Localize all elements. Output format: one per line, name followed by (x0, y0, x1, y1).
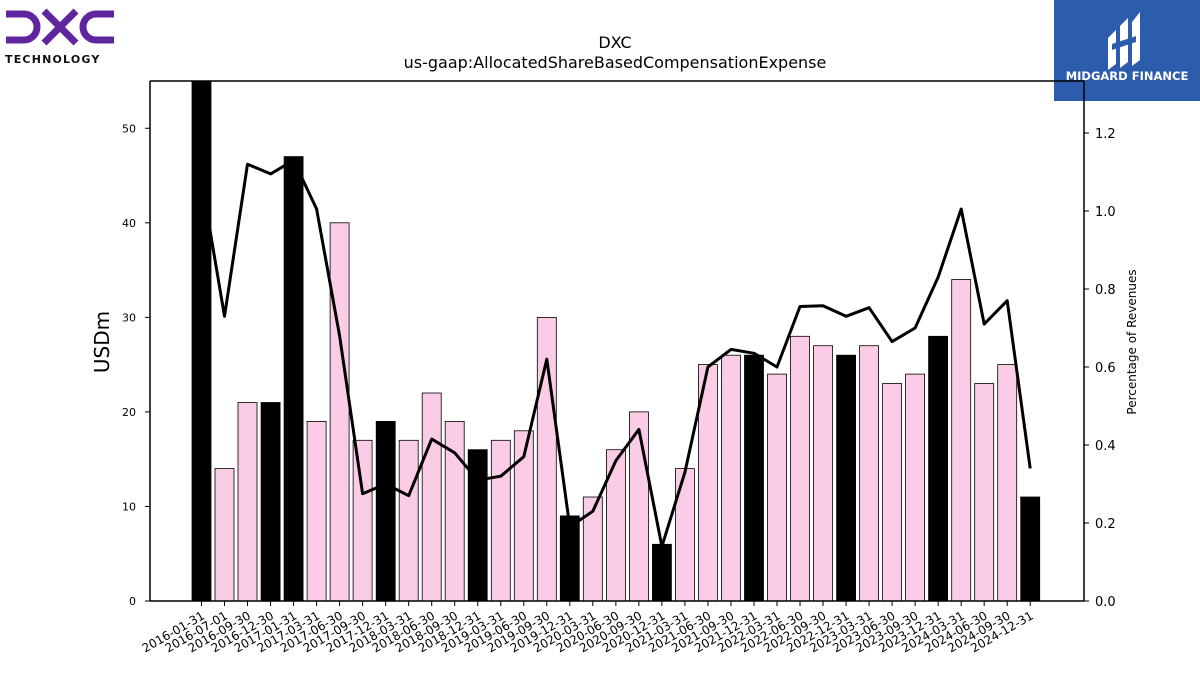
bar (951, 279, 972, 602)
bar (1020, 496, 1041, 602)
bar (905, 373, 925, 602)
bar (813, 345, 833, 602)
chart-title: DXC (598, 33, 631, 52)
bar (559, 515, 580, 602)
midgard-finance-logo: MIDGARD FINANCE (1054, 0, 1200, 101)
bar (260, 402, 281, 602)
y2-tick-label: 0.0 (1095, 595, 1116, 610)
y-tick-label: 40 (122, 217, 136, 230)
y2-tick-label: 1.0 (1095, 205, 1116, 220)
bar (214, 468, 235, 602)
bar (191, 80, 212, 602)
bar (375, 420, 396, 602)
y-axis-label: USDm (90, 311, 114, 373)
bar (329, 222, 350, 602)
bar (882, 383, 902, 602)
bar (744, 354, 764, 602)
bar-series (191, 80, 1041, 602)
dxc-logo-subtext: TECHNOLOGY (5, 53, 101, 66)
bar (352, 439, 373, 602)
y-tick-label: 0 (129, 595, 136, 608)
dxc-logo-d-shape (6, 10, 41, 44)
bar (398, 439, 419, 602)
y2-axis-label: Percentage of Revenues (1125, 269, 1139, 414)
y-tick-label: 50 (122, 122, 136, 135)
y-tick-label: 30 (122, 311, 136, 324)
y2-tick-label: 0.2 (1095, 517, 1116, 532)
midgard-logo-text: MIDGARD FINANCE (1066, 69, 1189, 83)
bar (997, 364, 1018, 602)
line-path (200, 158, 1032, 548)
bar (974, 383, 995, 602)
bar (675, 468, 695, 602)
bar (237, 402, 258, 602)
y2-tick-label: 0.6 (1095, 361, 1116, 376)
y-tick-label: 20 (122, 406, 136, 419)
bar (652, 543, 672, 602)
chart-subtitle: us-gaap:AllocatedShareBasedCompensationE… (404, 53, 827, 72)
midgard-mark-icon (1108, 12, 1140, 70)
bar (859, 345, 879, 602)
bar (421, 392, 442, 602)
bar (306, 420, 327, 602)
y2-tick-label: 1.2 (1095, 127, 1116, 142)
axes: 010203040500.00.20.40.60.81.01.22016-01-… (122, 80, 1116, 655)
y-tick-label: 10 (122, 500, 136, 513)
line-series (200, 158, 1032, 548)
bar (836, 354, 856, 602)
y2-tick-label: 0.8 (1095, 283, 1116, 298)
bar (928, 335, 948, 602)
y2-tick-label: 0.4 (1095, 439, 1116, 454)
bar (490, 439, 511, 602)
bar (767, 373, 787, 602)
dxc-logo-x-shape (41, 8, 79, 46)
dxc-logo: TECHNOLOGY (4, 4, 116, 68)
bar (721, 354, 741, 602)
bar (790, 335, 810, 602)
bar (283, 156, 304, 602)
dxc-logo-c-shape (79, 10, 114, 44)
